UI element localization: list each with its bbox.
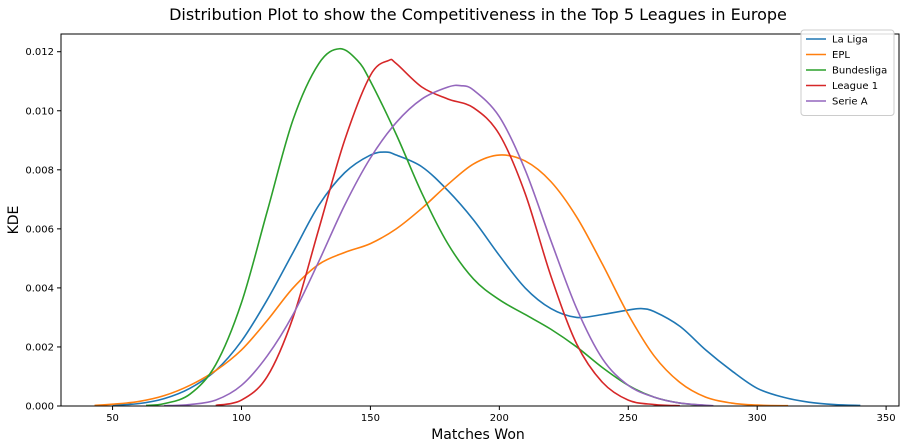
legend-label: Serie A [832, 97, 868, 108]
x-axis-label: Matches Won [431, 427, 525, 443]
y-tick-label: 0.000 [25, 402, 54, 413]
legend-label: EPL [832, 50, 850, 61]
y-tick-label: 0.012 [25, 47, 54, 58]
x-axis: 50 100 150 200 250 300 350 [106, 406, 896, 424]
x-tick-label: 50 [106, 413, 119, 424]
x-tick-label: 200 [490, 413, 509, 424]
plot-area [94, 47, 861, 407]
series-line-serie-a [164, 84, 714, 407]
x-tick-label: 150 [361, 413, 380, 424]
chart-title: Distribution Plot to show the Competitiv… [169, 5, 787, 24]
x-tick-label: 300 [748, 413, 767, 424]
axes-frame [60, 33, 900, 407]
legend-label: Bundesliga [832, 66, 887, 77]
y-tick-label: 0.008 [25, 165, 54, 176]
x-tick-label: 250 [619, 413, 638, 424]
y-tick-label: 0.006 [25, 224, 54, 235]
y-axis-label: KDE [6, 206, 22, 235]
series-line-epl [94, 154, 789, 407]
legend-label: League 1 [832, 81, 878, 92]
y-tick-label: 0.004 [25, 283, 54, 294]
x-tick-label: 100 [232, 413, 251, 424]
legend: La Liga EPL Bundesliga League 1 Serie A [800, 29, 895, 116]
series-line-bundesliga [146, 47, 706, 407]
series-line-la-liga [112, 151, 861, 407]
y-tick-label: 0.002 [25, 342, 54, 353]
y-axis: 0.000 0.002 0.004 0.006 0.008 0.010 0.012 [25, 47, 61, 413]
legend-label: La Liga [832, 35, 868, 46]
y-tick-label: 0.010 [25, 106, 54, 117]
x-tick-label: 350 [877, 413, 896, 424]
legend-box [800, 29, 895, 116]
